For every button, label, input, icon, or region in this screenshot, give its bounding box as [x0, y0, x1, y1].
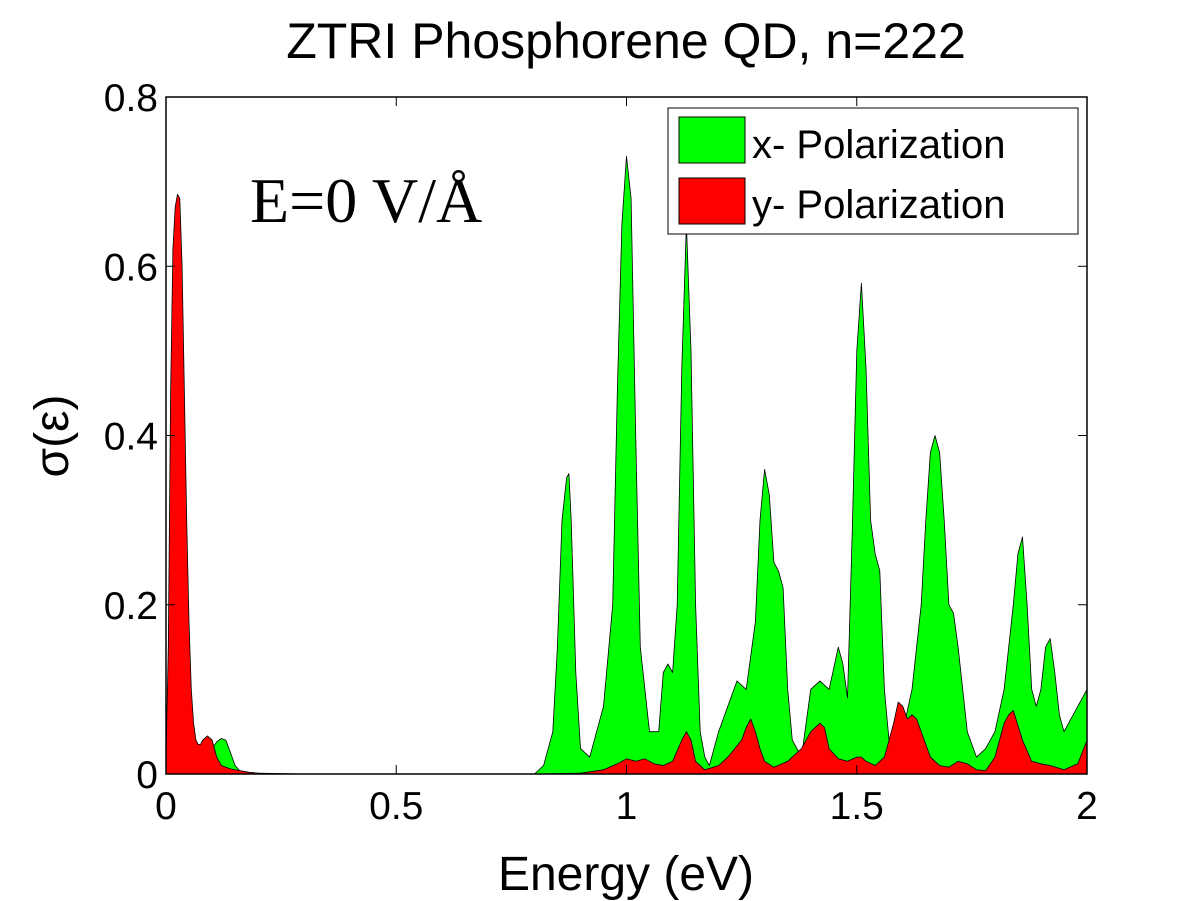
field-annotation: E=0 V/Å — [250, 165, 482, 236]
legend: x- Polarization y- Polarization — [667, 107, 1079, 235]
x-tick-label: 1 — [616, 785, 638, 828]
x-tick-label: 0.5 — [369, 785, 423, 828]
y-tick-label: 0.8 — [104, 77, 158, 120]
y-tick-label: 0.6 — [104, 246, 158, 289]
legend-swatch-y — [678, 177, 746, 225]
y-tick-labels: 0 0.2 0.4 0.6 0.8 — [104, 77, 158, 797]
legend-label-x: x- Polarization — [752, 123, 1005, 167]
y-tick-label: 0 — [136, 754, 158, 797]
legend-label-y: y- Polarization — [752, 183, 1005, 227]
y-tick-label: 0.4 — [104, 416, 158, 459]
series-area-y — [165, 193, 1088, 775]
x-tick-label: 1.5 — [830, 785, 884, 828]
series-group — [165, 155, 1088, 775]
series-area-x — [165, 155, 1088, 775]
x-axis-label: Energy (eV) — [498, 848, 754, 901]
y-tick-label: 0.2 — [104, 585, 158, 628]
x-tick-labels: 0 0.5 1 1.5 2 — [155, 785, 1098, 828]
x-tick-label: 0 — [155, 785, 177, 828]
chart-title: ZTRI Phosphorene QD, n=222 — [286, 13, 966, 69]
plot-frame — [165, 96, 1088, 775]
y-axis-label: σ(ε) — [26, 395, 79, 478]
legend-swatch-x — [678, 116, 746, 164]
x-tick-label: 2 — [1076, 785, 1098, 828]
